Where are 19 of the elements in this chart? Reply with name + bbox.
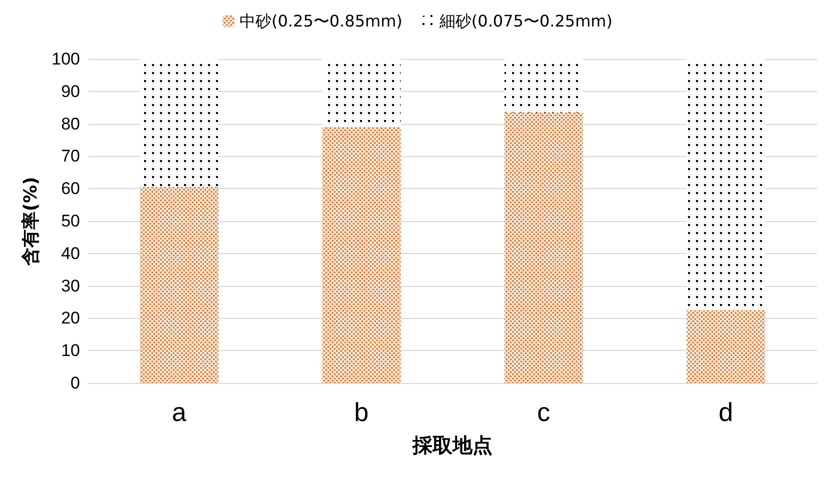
x-tick-label: c [537,397,550,427]
y-tick-label: 90 [61,82,80,101]
x-tick-label: b [354,397,369,427]
x-tick-label: d [718,397,734,427]
y-tick-label: 50 [61,212,80,230]
legend-label: 細砂(0.075〜0.25mm) [438,12,613,30]
y-tick-label: 0 [70,374,80,392]
y-tick-label: 40 [61,244,80,263]
y-tick-label: 60 [61,179,80,198]
y-tick-label: 100 [52,50,80,68]
y-tick-label: 70 [61,146,80,166]
x-tick-label: a [172,397,187,427]
y-axis-title: 含有率(%) [20,176,42,266]
y-tick-label: 30 [61,276,80,296]
x-axis-title: 採取地点 [412,433,492,457]
legend-label: 中砂(0.25〜0.85mm) [240,12,402,30]
y-tick-label: 10 [61,341,80,360]
y-tick-label: 80 [61,114,80,134]
y-tick-label: 20 [61,308,80,328]
